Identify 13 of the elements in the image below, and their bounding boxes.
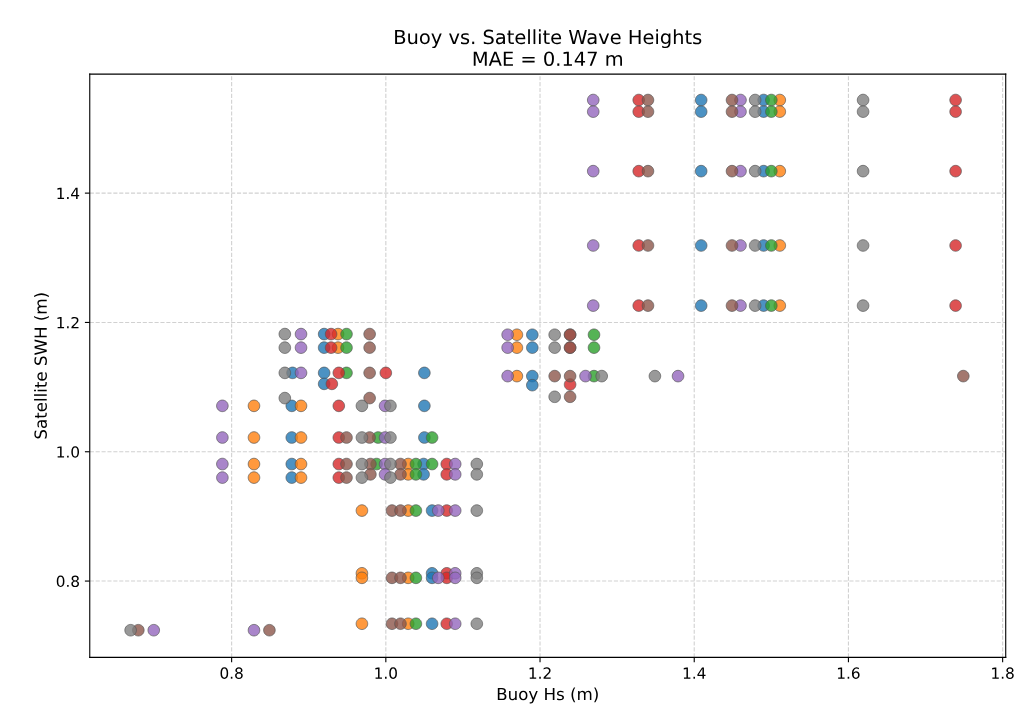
x-tick-label: 1.2 [529, 667, 551, 679]
x-tick-label: 1.8 [992, 667, 1014, 679]
x-tick-label: 1.0 [375, 667, 397, 679]
chart-title: Buoy vs. Satellite Wave Heights MAE = 0.147 m [395, 29, 702, 67]
y-tick-label: 1.0 [57, 446, 80, 458]
y-tick-label: 0.8 [56, 575, 79, 588]
x-tick-label: 1.6 [837, 667, 860, 679]
y-tick-label: 1.2 [57, 316, 79, 329]
y-axis-title: Satellite SWH (m) [34, 293, 49, 439]
x-tick-label: 0.8 [220, 667, 243, 679]
x-tick-label: 1.4 [683, 667, 706, 679]
y-tick-label: 1.4 [57, 187, 80, 199]
x-axis-title: Buoy Hs (m) [497, 687, 598, 704]
